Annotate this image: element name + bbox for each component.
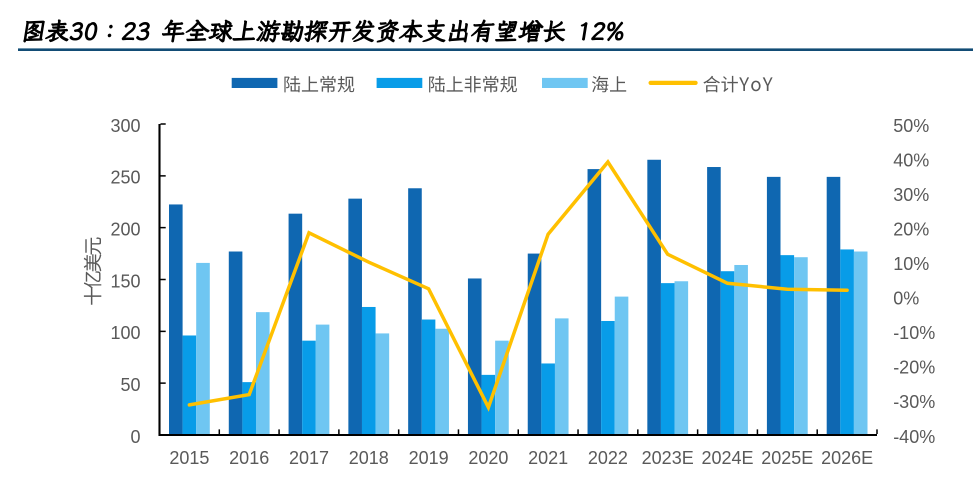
svg-text:250: 250 <box>110 168 140 188</box>
svg-text:2022: 2022 <box>588 448 628 468</box>
svg-text:2019: 2019 <box>409 448 449 468</box>
svg-text:2020: 2020 <box>468 448 508 468</box>
svg-text:2015: 2015 <box>169 448 209 468</box>
svg-text:2018: 2018 <box>349 448 389 468</box>
svg-text:2016: 2016 <box>229 448 269 468</box>
svg-text:-40%: -40% <box>893 427 935 447</box>
svg-text:2026E: 2026E <box>821 448 873 468</box>
svg-text:10%: 10% <box>893 254 929 274</box>
svg-text:50%: 50% <box>893 116 929 136</box>
svg-text:150: 150 <box>110 271 140 291</box>
svg-text:-10%: -10% <box>893 323 935 343</box>
svg-text:0%: 0% <box>893 289 919 309</box>
svg-text:-30%: -30% <box>893 392 935 412</box>
svg-text:40%: 40% <box>893 150 929 170</box>
svg-text:100: 100 <box>110 323 140 343</box>
svg-text:2023E: 2023E <box>642 448 694 468</box>
svg-text:2017: 2017 <box>289 448 329 468</box>
svg-text:50: 50 <box>120 375 140 395</box>
svg-text:30%: 30% <box>893 185 929 205</box>
svg-text:-20%: -20% <box>893 358 935 378</box>
svg-text:20%: 20% <box>893 219 929 239</box>
svg-text:200: 200 <box>110 219 140 239</box>
svg-text:300: 300 <box>110 116 140 136</box>
svg-text:2021: 2021 <box>528 448 568 468</box>
svg-text:2024E: 2024E <box>701 448 753 468</box>
svg-text:0: 0 <box>130 427 140 447</box>
svg-text:2025E: 2025E <box>761 448 813 468</box>
